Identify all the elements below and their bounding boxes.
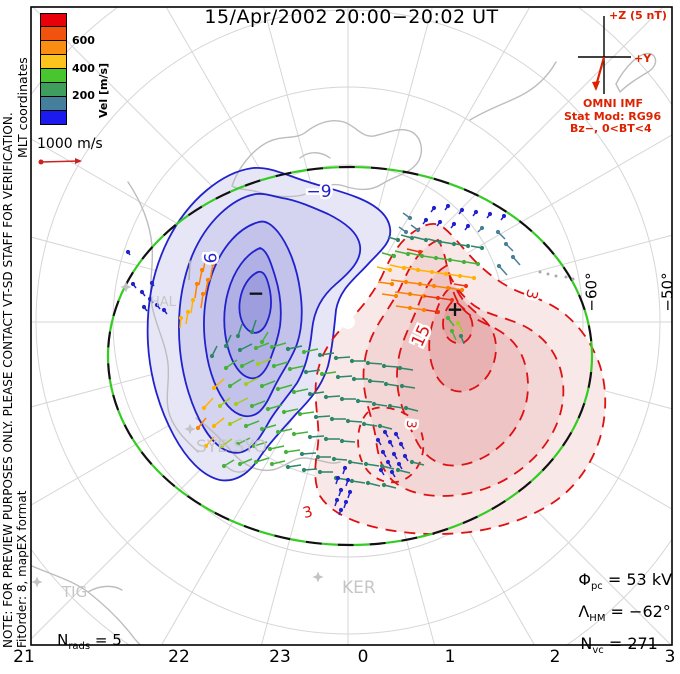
station-label-KER: KER [342, 578, 376, 598]
mlt-label-3: 3 [664, 647, 676, 667]
mlt-label-2: 2 [549, 647, 561, 667]
lat-label-50: −50° [658, 272, 677, 312]
colorbar-cell-4 [40, 69, 67, 83]
hmb-latitude: ΛHM = −62° [578, 602, 671, 625]
imf-model-label: Stat Mod: RG96 [564, 110, 662, 123]
cross-polar-cap-potential: Φpc = 53 kV [578, 570, 673, 593]
colorbar-tick-200: 200 [72, 89, 95, 102]
cell-center-marker: − [248, 281, 265, 305]
potential-contours [146, 167, 607, 535]
fit-order-note: FitOrder: 8, mapEX format [15, 490, 29, 648]
velocity-vectors [125, 203, 575, 516]
hmb-green [106, 165, 594, 547]
colorbar-cell-0 [40, 13, 67, 27]
preview-note: NOTE: FOR PREVIEW PURPOSES ONLY. PLEASE … [1, 112, 15, 648]
pole-dot [341, 315, 355, 329]
colorbar-cell-1 [40, 27, 67, 41]
imf-arrow [592, 81, 600, 91]
coastlines [31, 52, 657, 645]
station-marker-TIG [31, 576, 43, 588]
velocity-colorbar [40, 13, 67, 125]
hmb-black [106, 165, 594, 547]
cell-center-marker: + [447, 297, 464, 321]
svg-text:3: 3 [403, 420, 419, 430]
mlt-label-21: 21 [13, 647, 35, 667]
colorbar-cell-6 [40, 97, 67, 111]
colorbar-cell-3 [40, 55, 67, 69]
velocity-scale-arrow [38, 158, 82, 165]
mlt-label-23: 23 [269, 647, 291, 667]
station-marker-HAL [120, 281, 132, 293]
mlt-label-0: 0 [357, 647, 369, 667]
colorbar-cell-7 [40, 111, 67, 125]
colorbar-label: Vel [m/s] [97, 62, 110, 118]
vector-count: Nvc = 271 [580, 634, 658, 657]
svg-text:9: 9 [199, 253, 219, 264]
svg-text:−9: −9 [306, 182, 331, 202]
mlt-label-22: 22 [168, 647, 190, 667]
coordinates-note: MLT coordinates [15, 57, 30, 158]
station-label-TIG: TIG [61, 583, 87, 601]
radar-stations: HAL SYE SYO KER TIG [31, 281, 376, 601]
imf-y-label: +Y [634, 52, 652, 65]
colorbar-tick-600: 600 [72, 34, 95, 47]
radar-count: Nrads = 5 [57, 631, 122, 652]
station-marker-SYE SYO [184, 423, 196, 435]
phi-symbol: Φ [578, 570, 591, 589]
svg-text:3: 3 [301, 502, 315, 522]
colorbar-cell-5 [40, 83, 67, 97]
station-label-SYE SYO: SYE SYO [196, 437, 267, 457]
colorbar-cell-2 [40, 41, 67, 55]
colorbar-tick-400: 400 [72, 62, 95, 75]
potential-fills [147, 167, 606, 535]
imf-dial [578, 16, 631, 94]
station-label-HAL: HAL [150, 295, 177, 310]
plot-frame [30, 6, 673, 646]
map-title: 15/Apr/2002 20:00−20:02 UT [204, 6, 499, 28]
mlt-label-1: 1 [444, 647, 456, 667]
lat-label-60: −60° [582, 272, 601, 312]
imf-source-label: OMNI IMF [583, 97, 643, 110]
imf-z-label: +Z (5 nT) [609, 9, 667, 22]
velocity-scale-label: 1000 m/s [37, 136, 103, 152]
imf-bz-label: Bz−, 0<BT<4 [570, 122, 652, 135]
lambda-symbol: Λ [578, 602, 590, 621]
station-marker-KER [312, 571, 324, 583]
